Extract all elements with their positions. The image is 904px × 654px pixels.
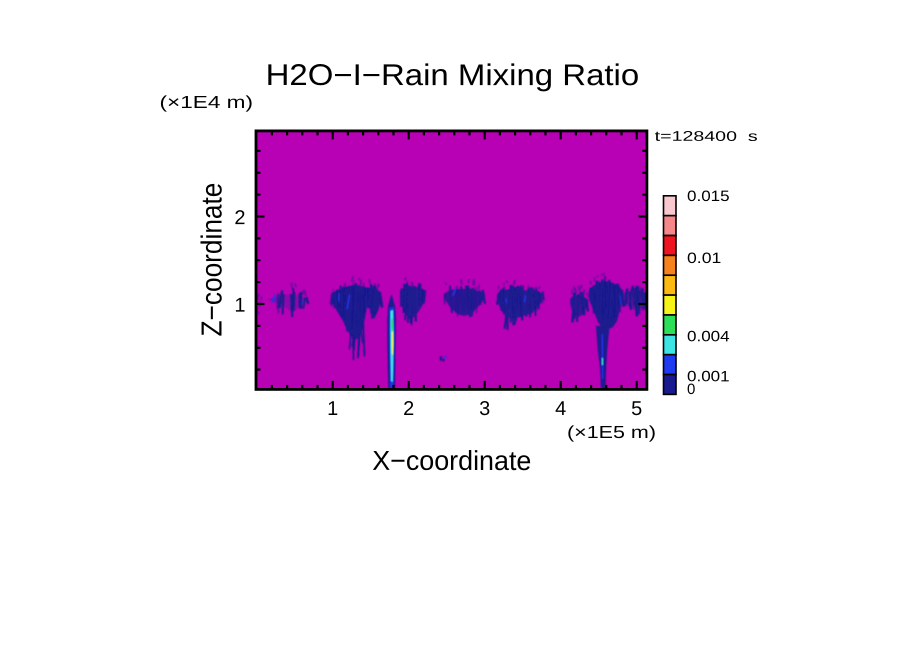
svg-text:2: 2 xyxy=(403,398,414,420)
svg-text:0.015: 0.015 xyxy=(687,188,730,205)
svg-text:3: 3 xyxy=(479,398,490,420)
svg-text:0.001: 0.001 xyxy=(687,368,730,385)
svg-text:0.01: 0.01 xyxy=(687,250,721,267)
svg-text:t=128400 s: t=128400 s xyxy=(655,128,758,144)
svg-text:1: 1 xyxy=(234,295,245,317)
svg-text:5: 5 xyxy=(631,398,642,420)
svg-text:Z−coordinate: Z−coordinate xyxy=(197,183,229,337)
svg-text:1: 1 xyxy=(327,398,338,420)
svg-text:H2O−I−Rain Mixing Ratio: H2O−I−Rain Mixing Ratio xyxy=(266,59,640,92)
svg-text:(×1E4 m): (×1E4 m) xyxy=(159,92,253,112)
svg-text:4: 4 xyxy=(555,398,566,420)
svg-text:0.004: 0.004 xyxy=(687,328,730,345)
svg-text:0: 0 xyxy=(687,381,695,398)
svg-text:2: 2 xyxy=(234,207,245,229)
svg-text:(×1E5 m): (×1E5 m) xyxy=(567,422,656,442)
svg-text:X−coordinate: X−coordinate xyxy=(372,445,531,476)
